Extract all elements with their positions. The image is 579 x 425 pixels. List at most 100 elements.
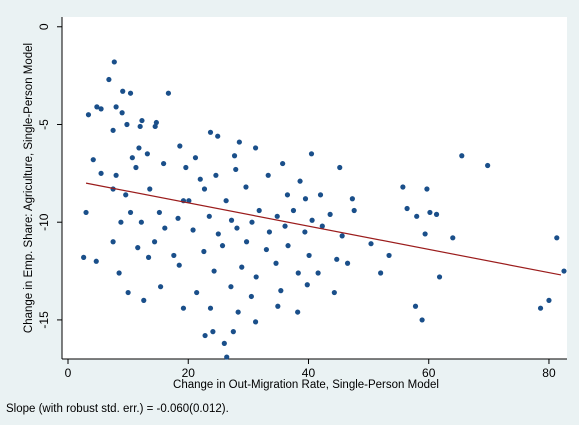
data-point <box>152 123 158 130</box>
data-point <box>215 231 221 237</box>
data-point <box>138 219 144 225</box>
data-point <box>93 258 99 264</box>
data-point <box>278 288 284 294</box>
x-tick-label: 40 <box>302 366 316 380</box>
data-point <box>427 209 433 216</box>
data-point <box>436 274 443 280</box>
data-point <box>81 254 87 260</box>
data-point <box>282 223 288 229</box>
data-point <box>129 155 135 161</box>
data-point <box>106 76 112 83</box>
data-point <box>211 268 217 274</box>
data-point <box>485 162 491 169</box>
data-point <box>125 289 131 296</box>
data-point <box>280 160 286 167</box>
fit-line <box>85 182 562 276</box>
data-point <box>223 198 229 204</box>
data-point <box>180 305 187 311</box>
data-point <box>147 186 153 192</box>
data-point <box>308 151 315 157</box>
data-point <box>153 119 159 126</box>
data-point <box>295 309 301 315</box>
x-tick-label: 60 <box>422 366 436 380</box>
data-point <box>233 166 239 173</box>
data-point <box>135 245 141 251</box>
data-point <box>243 239 250 245</box>
data-point <box>228 284 234 290</box>
data-point <box>378 270 384 276</box>
data-point <box>275 303 281 309</box>
data-point <box>400 184 406 190</box>
data-point <box>139 117 145 124</box>
x-tick-label: 80 <box>542 366 556 380</box>
data-point <box>265 172 271 178</box>
data-point <box>113 104 119 110</box>
data-point <box>219 243 226 249</box>
data-point <box>157 284 164 290</box>
data-point <box>537 305 544 311</box>
data-point <box>252 145 259 151</box>
data-point <box>165 90 172 96</box>
data-point <box>253 274 259 280</box>
data-point <box>207 305 214 311</box>
data-point <box>317 192 324 198</box>
data-point <box>459 153 465 159</box>
data-point <box>116 270 122 276</box>
data-point <box>110 239 116 245</box>
data-point <box>118 219 124 225</box>
data-point <box>404 205 410 212</box>
data-point <box>210 329 216 335</box>
data-point <box>224 354 230 360</box>
data-point <box>171 252 177 259</box>
slope-note: Slope (with robust std. err.) = -0.060(0… <box>6 403 229 415</box>
data-point <box>120 88 126 94</box>
data-point <box>137 123 143 130</box>
data-point <box>83 209 89 216</box>
data-point <box>274 213 280 219</box>
data-point <box>228 217 235 223</box>
data-point <box>285 243 291 249</box>
x-axis-label: Change in Out-Migration Rate, Single-Per… <box>173 379 439 391</box>
data-point <box>297 178 303 184</box>
data-point <box>136 145 142 151</box>
data-point <box>127 90 134 96</box>
data-point <box>424 186 430 192</box>
data-point <box>295 270 301 276</box>
data-point <box>110 127 116 133</box>
data-point <box>201 248 207 255</box>
data-point <box>266 229 273 235</box>
y-tick-label: -15 <box>37 311 51 329</box>
data-point <box>192 155 199 161</box>
data-point <box>206 213 212 219</box>
data-point <box>561 268 567 274</box>
data-point <box>161 160 167 167</box>
data-point <box>331 289 337 296</box>
data-point <box>349 196 355 202</box>
data-point <box>351 207 357 214</box>
data-point <box>337 164 343 171</box>
y-tick-label: -10 <box>37 213 51 231</box>
data-point <box>315 270 321 276</box>
data-point <box>234 225 240 231</box>
data-point <box>111 59 117 65</box>
data-point <box>243 184 249 190</box>
data-point <box>221 340 227 346</box>
data-point <box>344 260 351 266</box>
data-point <box>190 227 196 233</box>
data-point <box>334 256 340 262</box>
data-point <box>302 229 308 235</box>
y-axis: 0 -5 -10 -15 <box>37 17 63 359</box>
data-points <box>81 59 567 360</box>
data-point <box>85 112 92 118</box>
y-axis-label: Change in Emp. Share: Agriculture, Singl… <box>23 43 35 333</box>
data-point <box>256 207 262 214</box>
data-point <box>302 196 309 202</box>
data-point <box>197 176 203 182</box>
data-point <box>231 153 238 159</box>
x-tick-label: 0 <box>65 366 72 380</box>
data-point <box>239 264 245 270</box>
data-point <box>177 143 183 149</box>
data-point <box>304 282 310 288</box>
data-point <box>249 219 255 225</box>
